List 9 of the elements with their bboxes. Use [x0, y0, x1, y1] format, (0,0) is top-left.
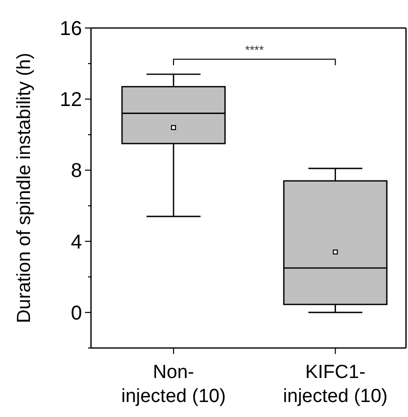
- y-tick-label: 8: [70, 160, 82, 182]
- y-axis-title: Duration of spindle instability (h): [14, 52, 35, 324]
- y-tick-label: 12: [60, 89, 82, 112]
- y-tick-label: 16: [60, 18, 82, 40]
- y-tick-label: 0: [70, 302, 82, 324]
- x-tick-label: KIFC1- injected (10): [283, 362, 388, 407]
- y-tick-label: 4: [70, 231, 82, 254]
- annotation: ****: [245, 43, 264, 58]
- x-tick-label: Non- injected (10): [121, 362, 226, 407]
